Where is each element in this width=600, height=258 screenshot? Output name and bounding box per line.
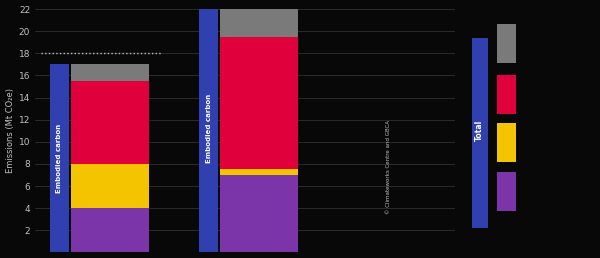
Bar — [497, 24, 516, 63]
Bar — [220, 175, 298, 252]
Bar — [71, 164, 149, 208]
Y-axis label: Emissions (Mt CO₂e): Emissions (Mt CO₂e) — [5, 88, 14, 173]
Bar — [472, 38, 488, 228]
Bar — [220, 170, 298, 175]
Bar — [50, 64, 68, 252]
Text: © Climateworks Centre and GBCA: © Climateworks Centre and GBCA — [386, 120, 391, 214]
Text: Embodied carbon: Embodied carbon — [56, 124, 62, 193]
Bar — [220, 37, 298, 170]
Bar — [71, 81, 149, 164]
Bar — [220, 4, 298, 37]
Bar — [497, 172, 516, 211]
Bar — [497, 75, 516, 114]
Bar — [199, 4, 218, 252]
Text: Embodied carbon: Embodied carbon — [206, 93, 212, 163]
Bar — [497, 123, 516, 162]
Bar — [71, 64, 149, 81]
Text: Total: Total — [475, 120, 484, 141]
Bar — [71, 208, 149, 252]
